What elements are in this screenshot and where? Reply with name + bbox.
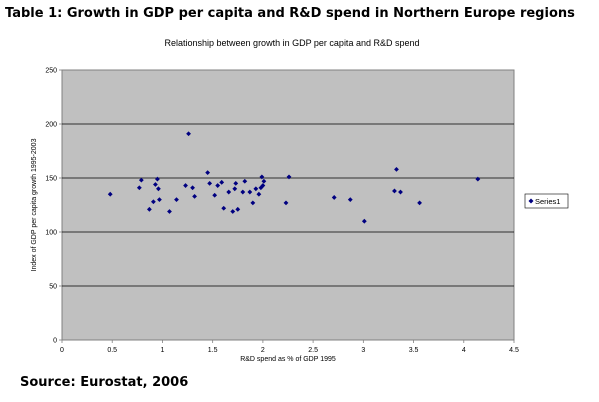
data-point: [283, 200, 289, 206]
data-point: [174, 197, 179, 202]
y-axis-ticks: 0 50 100 150 200 250: [45, 68, 62, 345]
y-tick-label: 250: [45, 68, 57, 75]
data-point: [347, 197, 353, 202]
data-point: [235, 206, 241, 212]
data-point: [331, 195, 337, 200]
y-axis-label: Index of GDP per capita growth 1995-2003: [31, 138, 38, 271]
data-point: [167, 209, 172, 214]
x-tick-label: 2: [261, 347, 265, 354]
data-point: [107, 191, 113, 197]
data-point: [205, 170, 211, 175]
document-title: Table 1: Growth in GDP per capita and R&…: [5, 6, 575, 21]
data-point: [240, 189, 246, 195]
data-point: [190, 185, 195, 191]
data-point: [138, 177, 144, 183]
data-point: [261, 178, 267, 184]
y-tick-label: 50: [49, 284, 57, 291]
data-point: [136, 185, 142, 191]
data-point: [247, 189, 253, 195]
data-point: [156, 186, 161, 192]
data-point: [215, 183, 221, 188]
data-point: [233, 181, 239, 186]
y-tick-label: 200: [45, 122, 57, 129]
legend-box: [524, 193, 569, 209]
data-point: [226, 189, 232, 195]
data-point: [259, 174, 265, 180]
legend-label: Series1: [535, 197, 560, 206]
data-point: [361, 218, 367, 224]
data-point: [207, 181, 213, 186]
data-point: [256, 191, 262, 197]
data-point: [242, 178, 248, 184]
x-tick-label: 3.5: [409, 347, 419, 354]
data-points: [107, 131, 481, 224]
data-point: [157, 197, 162, 202]
chart-title: Relationship between growth in GDP per c…: [165, 38, 420, 48]
chart-area: Relationship between growth in GDP per c…: [20, 30, 575, 370]
x-tick-label: 4: [462, 347, 466, 354]
x-tick-label: 4.5: [509, 347, 519, 354]
source-note: Source: Eurostat, 2006: [20, 375, 189, 390]
data-point: [417, 200, 422, 206]
x-tick-label: 1.5: [208, 347, 218, 354]
plot-area: [61, 69, 515, 341]
data-point: [219, 179, 225, 185]
data-point: [183, 183, 188, 188]
data-point: [151, 199, 156, 205]
legend: Series1: [524, 193, 569, 209]
data-point: [232, 186, 238, 192]
x-tick-label: 1: [160, 347, 164, 354]
data-point: [153, 182, 158, 187]
x-axis-label: R&D spend as % of GDP 1995: [240, 356, 336, 363]
y-tick-label: 100: [45, 230, 57, 237]
data-point: [398, 189, 403, 195]
data-point: [192, 193, 197, 199]
x-tick-label: 0.5: [107, 347, 117, 354]
data-point: [221, 205, 227, 211]
x-tick-label: 2.5: [308, 347, 318, 354]
data-point: [230, 209, 236, 214]
scatter-chart: Relationship between growth in GDP per c…: [31, 38, 569, 363]
data-point: [253, 186, 259, 192]
data-point: [394, 166, 399, 172]
data-point: [392, 188, 397, 194]
x-tick-label: 0: [60, 347, 64, 354]
data-point: [286, 174, 292, 180]
data-point: [155, 176, 160, 182]
data-point: [250, 200, 256, 206]
data-point: [475, 176, 481, 182]
y-tick-label: 0: [53, 338, 57, 345]
data-point: [212, 192, 218, 198]
data-point: [186, 131, 191, 137]
data-point: [146, 206, 152, 212]
legend-marker: [528, 198, 534, 204]
y-tick-label: 150: [45, 176, 57, 183]
x-axis-ticks: 0 0.5 1 1.5 2 2.5 3 3.5 4 4.5: [60, 340, 519, 354]
x-tick-label: 3: [361, 347, 365, 354]
data-point: [260, 183, 266, 188]
